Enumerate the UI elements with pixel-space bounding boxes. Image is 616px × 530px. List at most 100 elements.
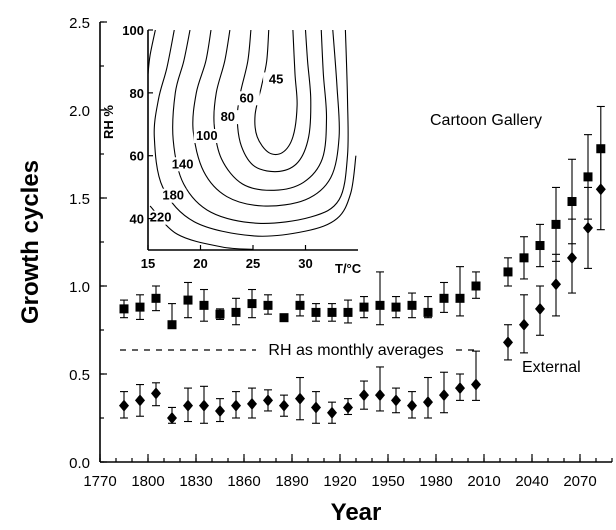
data-point-diamond bbox=[567, 251, 577, 264]
data-point-diamond bbox=[311, 401, 321, 414]
contour-label-bg bbox=[193, 129, 220, 143]
contour-label-bg bbox=[233, 91, 260, 106]
main-x-tick-label: 1860 bbox=[227, 473, 260, 490]
data-point-square bbox=[263, 300, 273, 310]
data-point-square bbox=[567, 197, 577, 207]
main-x-axis-title: Year bbox=[331, 499, 382, 526]
main-x-tick-label: 2040 bbox=[515, 473, 548, 490]
main-y-tick-label: 0.5 bbox=[69, 367, 90, 384]
main-y-tick-label: 0.0 bbox=[69, 455, 90, 472]
data-point-diamond bbox=[167, 412, 177, 424]
contour-label-80: 80 bbox=[221, 109, 235, 124]
data-point-diamond bbox=[551, 278, 561, 291]
main-x-tick-label: 1890 bbox=[275, 473, 308, 490]
main-x-tick-label: 2010 bbox=[467, 473, 500, 490]
data-point-square bbox=[423, 307, 433, 317]
data-point-diamond bbox=[375, 389, 385, 402]
data-point-diamond bbox=[503, 336, 513, 349]
main-y-tick-label: 2.0 bbox=[69, 103, 90, 120]
data-point-square bbox=[327, 307, 337, 317]
data-point-square bbox=[247, 299, 257, 309]
series-cartoon-gallery bbox=[119, 105, 606, 330]
contour-line-80 bbox=[213, 30, 328, 191]
data-point-square bbox=[535, 241, 545, 251]
inset-y-tick-label: 80 bbox=[130, 86, 144, 101]
main-x-tick-label: 1950 bbox=[371, 473, 404, 490]
inset-x-tick-label: 20 bbox=[193, 256, 207, 271]
data-point-square bbox=[279, 313, 289, 323]
contour-label-140: 140 bbox=[172, 156, 194, 171]
data-point-diamond bbox=[295, 392, 305, 405]
data-point-square bbox=[583, 172, 593, 182]
inset-x-ticks: 15 20 25 30 bbox=[141, 245, 313, 271]
inset-frame bbox=[148, 30, 358, 250]
data-point-diamond bbox=[231, 399, 241, 412]
inset-y-axis-title: RH % bbox=[101, 105, 116, 139]
contour-label-bg bbox=[147, 210, 174, 225]
data-point-diamond bbox=[343, 401, 353, 414]
data-point-square bbox=[343, 307, 353, 317]
cartoon-gallery-label: Cartoon Gallery bbox=[430, 112, 542, 129]
main-x-tick-label: 1830 bbox=[179, 473, 212, 490]
main-x-tick-label: 2070 bbox=[563, 473, 596, 490]
inset-y-ticks: 40 60 80 100 bbox=[122, 23, 153, 227]
data-point-square bbox=[119, 304, 129, 314]
data-point-square bbox=[359, 302, 369, 312]
inset-y-tick-label: 60 bbox=[130, 149, 144, 164]
data-point-square bbox=[295, 300, 305, 310]
data-point-square bbox=[551, 219, 561, 229]
data-point-square bbox=[183, 295, 193, 305]
main-x-ticks: 1770 1800 1830 1860 1890 1920 1950 1980 2010 2040… bbox=[83, 454, 613, 490]
contour-label-bg bbox=[263, 72, 290, 87]
main-x-tick-label: 1800 bbox=[131, 473, 164, 490]
inset-x-tick-label: 25 bbox=[246, 256, 260, 271]
data-point-diamond bbox=[263, 394, 273, 407]
data-point-diamond bbox=[119, 399, 129, 412]
main-x-tick-label: 1920 bbox=[323, 473, 356, 490]
contour-label-bg bbox=[169, 157, 196, 172]
data-point-diamond bbox=[199, 399, 209, 412]
data-point-diamond bbox=[279, 399, 289, 412]
contour-label-60: 60 bbox=[239, 90, 253, 105]
contour-label-bg bbox=[214, 110, 241, 125]
main-y-tick-label: 1.0 bbox=[69, 279, 90, 296]
data-point-diamond bbox=[583, 221, 593, 234]
main-x-tick-label: 1770 bbox=[83, 473, 116, 490]
contour-label-100: 100 bbox=[196, 128, 218, 143]
data-point-square bbox=[231, 307, 241, 317]
contour-line-140 bbox=[172, 30, 349, 224]
inset-x-axis-title: T/°C bbox=[335, 261, 362, 276]
data-point-diamond bbox=[215, 404, 225, 417]
contour-line-60 bbox=[236, 30, 312, 173]
data-point-square bbox=[391, 302, 401, 312]
data-point-square bbox=[151, 293, 161, 303]
contour-label-220: 220 bbox=[150, 210, 172, 225]
series-layer bbox=[119, 105, 606, 424]
inset-x-tick-label: 30 bbox=[298, 256, 312, 271]
data-point-diamond bbox=[391, 394, 401, 407]
data-point-diamond bbox=[455, 382, 465, 395]
data-point-square bbox=[503, 267, 513, 277]
data-point-square bbox=[311, 307, 321, 317]
data-point-square bbox=[167, 320, 177, 330]
data-point-square bbox=[215, 309, 225, 319]
main-y-ticks: 0.0 0.5 1.0 1.5 2.0 2.5 bbox=[69, 15, 107, 472]
data-point-square bbox=[455, 293, 465, 303]
data-point-diamond bbox=[247, 397, 257, 410]
data-point-square bbox=[199, 300, 209, 310]
contour-label-180: 180 bbox=[162, 188, 184, 203]
data-point-diamond bbox=[439, 389, 449, 402]
data-point-square bbox=[407, 300, 417, 310]
main-x-tick-label: 1980 bbox=[419, 473, 452, 490]
main-plot: 0.00.51.01.52.02.5 1770 1800 1830 1860 1890 1… bbox=[17, 15, 613, 526]
data-point-diamond bbox=[327, 406, 337, 419]
data-point-square bbox=[471, 281, 481, 291]
data-point-diamond bbox=[407, 399, 417, 412]
series-external bbox=[119, 148, 606, 424]
external-label: External bbox=[522, 359, 581, 376]
data-point-diamond bbox=[423, 396, 433, 409]
inset-y-tick-label: 40 bbox=[130, 212, 144, 227]
data-point-diamond bbox=[135, 394, 145, 407]
